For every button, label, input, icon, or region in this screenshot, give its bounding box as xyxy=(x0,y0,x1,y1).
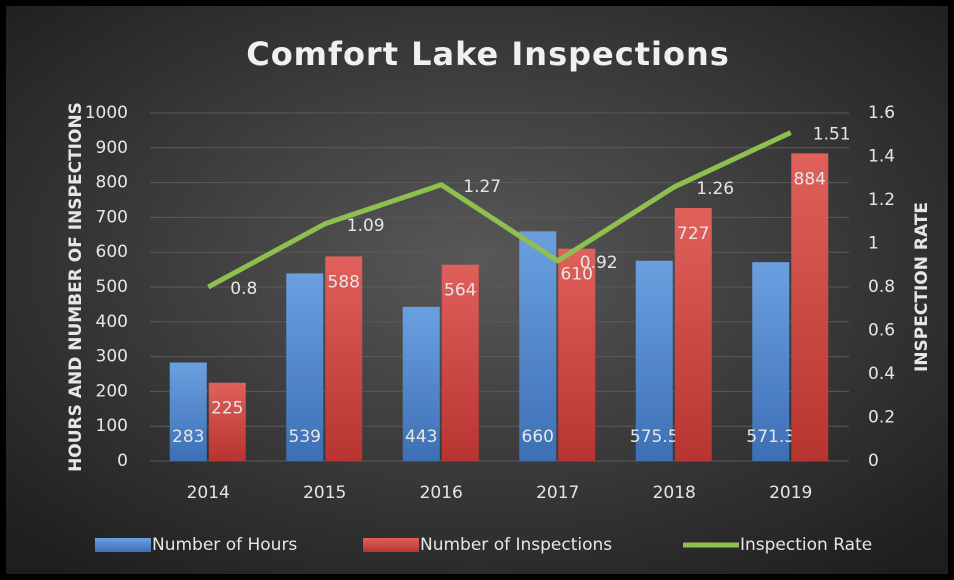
data-label: 1.09 xyxy=(347,216,385,236)
data-label: 571.3 xyxy=(746,427,795,447)
line xyxy=(207,130,792,290)
y2-tick-label: 1 xyxy=(868,234,879,254)
data-label: 0.8 xyxy=(230,279,257,299)
data-label: 575.5 xyxy=(630,427,679,447)
legend-label: Number of Inspections xyxy=(420,535,612,555)
bar xyxy=(558,248,596,461)
data-label: 1.51 xyxy=(813,125,851,145)
bar xyxy=(635,260,673,461)
y-tick-label: 900 xyxy=(96,138,128,158)
data-label: 727 xyxy=(677,224,709,244)
y-tick-label: 600 xyxy=(96,242,128,262)
data-label: 443 xyxy=(405,427,437,447)
legend-label: Inspection Rate xyxy=(740,535,872,555)
y-tick-label: 200 xyxy=(96,381,128,401)
chart-title: Comfort Lake Inspections xyxy=(246,35,730,73)
y-tick-label: 500 xyxy=(96,277,128,297)
y2-tick-label: 1.4 xyxy=(868,147,895,167)
y2-tick-label: 0 xyxy=(868,451,879,471)
y-tick-label: 0 xyxy=(117,451,128,471)
y-tick-label: 300 xyxy=(96,347,128,367)
x-tick-label: 2014 xyxy=(187,483,230,503)
bar xyxy=(402,306,440,461)
bar xyxy=(441,264,479,461)
x-tick-label: 2016 xyxy=(420,483,463,503)
bar xyxy=(286,273,324,461)
bar xyxy=(519,231,557,461)
y-tick-label: 100 xyxy=(96,416,128,436)
y2-axis-label: INSPECTION RATE xyxy=(912,202,932,372)
bar xyxy=(169,362,207,461)
y2-tick-label: 0.4 xyxy=(868,364,895,384)
data-label: 660 xyxy=(522,427,554,447)
data-label: 610 xyxy=(561,265,593,285)
x-tick-label: 2017 xyxy=(536,483,579,503)
data-label: 225 xyxy=(211,399,243,419)
y2-tick-label: 0.8 xyxy=(868,277,895,297)
x-tick-label: 2015 xyxy=(303,483,346,503)
data-label: 283 xyxy=(172,427,204,447)
bar xyxy=(208,382,246,461)
data-label: 1.26 xyxy=(696,179,734,199)
y-tick-label: 800 xyxy=(96,173,128,193)
data-label: 884 xyxy=(794,169,826,189)
y-tick-label: 1000 xyxy=(85,103,128,123)
data-label: 539 xyxy=(289,427,321,447)
data-label: 0.92 xyxy=(580,253,618,273)
bar xyxy=(752,262,790,461)
y2-tick-label: 1.6 xyxy=(868,103,895,123)
y-tick-label: 700 xyxy=(96,207,128,227)
legend-swatch xyxy=(95,538,151,552)
bar xyxy=(325,256,363,461)
bar xyxy=(791,153,829,462)
legend-swatch xyxy=(363,538,419,552)
x-tick-label: 2018 xyxy=(653,483,696,503)
y-tick-label: 400 xyxy=(96,312,128,332)
data-label: 588 xyxy=(328,272,360,292)
data-label: 1.27 xyxy=(463,177,501,197)
bar xyxy=(674,208,712,461)
y-axis-label: HOURS AND NUMBER OF INSPECTIONS xyxy=(66,102,86,472)
y2-tick-label: 0.2 xyxy=(868,408,895,428)
y2-tick-label: 0.6 xyxy=(868,321,895,341)
x-tick-label: 2019 xyxy=(769,483,812,503)
y2-tick-label: 1.2 xyxy=(868,190,895,210)
legend-label: Number of Hours xyxy=(152,535,297,555)
data-label: 564 xyxy=(444,281,476,301)
